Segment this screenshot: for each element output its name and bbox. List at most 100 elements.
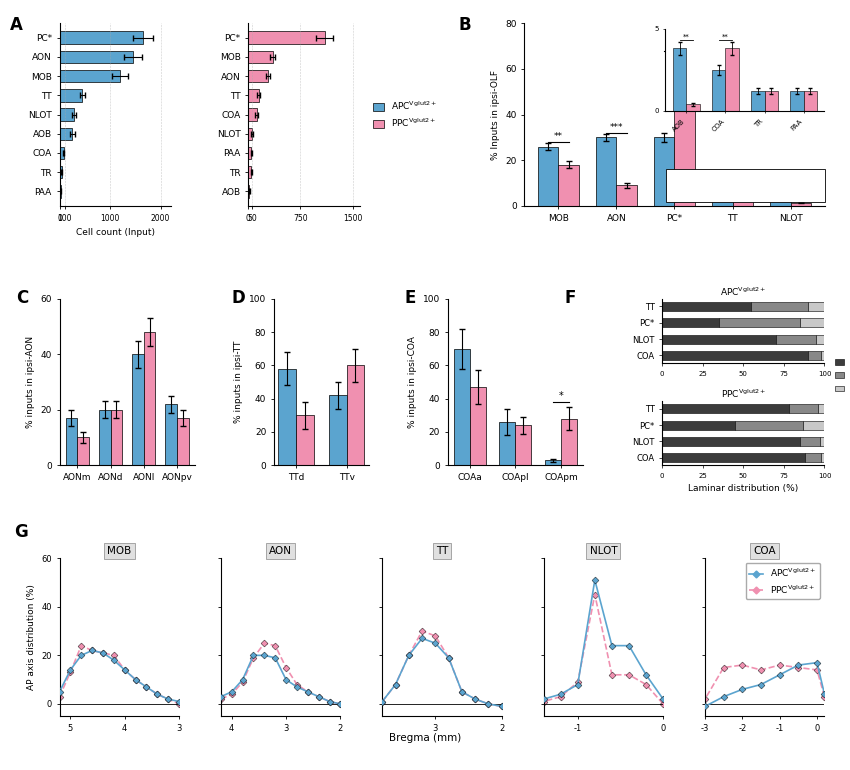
Bar xyxy=(819,437,824,446)
Bar xyxy=(60,51,133,63)
Bar xyxy=(60,70,120,82)
Bar xyxy=(248,89,258,102)
Y-axis label: % Inputs in ipsi-OLF: % Inputs in ipsi-OLF xyxy=(490,69,500,159)
Bar xyxy=(790,203,811,206)
Bar xyxy=(751,302,808,311)
Bar xyxy=(789,404,818,413)
Bar xyxy=(662,404,789,413)
Bar xyxy=(329,395,347,465)
Text: C: C xyxy=(16,289,28,307)
Bar xyxy=(616,186,637,206)
Text: **: ** xyxy=(554,132,563,141)
Legend: APC$^{\mathregular{Vglut2+}}$, PPC$^{\mathregular{Vglut2+}}$: APC$^{\mathregular{Vglut2+}}$, PPC$^{\ma… xyxy=(745,563,820,599)
Bar xyxy=(675,58,694,206)
Bar xyxy=(654,137,675,206)
Bar xyxy=(65,418,77,465)
Bar xyxy=(816,335,824,343)
Text: Bregma (mm): Bregma (mm) xyxy=(388,733,461,743)
Bar xyxy=(248,147,251,159)
Bar xyxy=(596,137,616,206)
Bar xyxy=(248,32,325,44)
Bar xyxy=(776,335,816,343)
Bar xyxy=(800,437,819,446)
Bar xyxy=(248,51,273,63)
Bar xyxy=(278,369,296,465)
Bar xyxy=(712,188,733,206)
Text: ***: *** xyxy=(668,40,681,49)
Bar xyxy=(805,454,821,462)
Text: *: * xyxy=(788,184,793,193)
Bar xyxy=(296,415,314,465)
Title: COA: COA xyxy=(753,546,776,556)
Bar xyxy=(177,418,189,465)
Y-axis label: % inputs in ipsi-COA: % inputs in ipsi-COA xyxy=(408,336,417,428)
Title: MOB: MOB xyxy=(107,546,132,556)
Bar xyxy=(558,165,579,206)
Bar xyxy=(808,351,821,360)
Legend: APC$^{\mathregular{Vglut2+}}$, PPC$^{\mathregular{Vglut2+}}$: APC$^{\mathregular{Vglut2+}}$, PPC$^{\ma… xyxy=(370,96,441,132)
Bar xyxy=(800,318,824,327)
Bar xyxy=(60,147,64,159)
Title: NLOT: NLOT xyxy=(590,546,617,556)
Bar xyxy=(347,366,365,465)
Bar xyxy=(545,460,561,465)
Bar xyxy=(821,454,824,462)
Bar xyxy=(60,32,143,44)
Text: E: E xyxy=(405,289,416,307)
Bar xyxy=(60,166,61,179)
Bar xyxy=(110,410,122,465)
Text: G: G xyxy=(14,524,28,541)
Bar xyxy=(662,420,735,430)
Bar xyxy=(248,166,251,179)
Bar xyxy=(808,302,824,311)
Bar xyxy=(515,425,531,465)
Bar xyxy=(733,198,753,206)
X-axis label: Laminar distribution (%): Laminar distribution (%) xyxy=(688,484,798,494)
Bar xyxy=(248,109,257,121)
FancyBboxPatch shape xyxy=(666,169,824,203)
X-axis label: Cell count (Input): Cell count (Input) xyxy=(76,228,155,237)
Legend: L1, L2, L3: L1, L2, L3 xyxy=(832,355,850,397)
Bar xyxy=(538,146,558,206)
Text: ***: *** xyxy=(609,122,623,132)
Title: TT: TT xyxy=(436,546,448,556)
Bar xyxy=(248,70,268,82)
Text: *: * xyxy=(558,391,564,401)
Bar xyxy=(662,437,800,446)
Bar xyxy=(60,109,74,121)
Bar xyxy=(77,437,89,465)
Y-axis label: % inputs in ipsi-TT: % inputs in ipsi-TT xyxy=(235,341,243,424)
Bar xyxy=(500,422,515,465)
Text: A: A xyxy=(9,15,22,34)
Title: APC$^{\mathregular{Vglut2+}}$: APC$^{\mathregular{Vglut2+}}$ xyxy=(720,286,767,298)
Bar xyxy=(166,404,177,465)
Y-axis label: AP axis distribution (%): AP axis distribution (%) xyxy=(26,584,36,690)
Bar xyxy=(821,351,824,360)
Bar xyxy=(248,128,252,140)
Bar xyxy=(132,354,144,465)
Bar xyxy=(144,332,156,465)
Text: D: D xyxy=(231,289,245,307)
Text: **: ** xyxy=(728,173,737,182)
Bar xyxy=(662,318,719,327)
Bar xyxy=(662,351,808,360)
Bar xyxy=(454,349,470,465)
Title: AON: AON xyxy=(269,546,292,556)
Y-axis label: % inputs in ipsi-AON: % inputs in ipsi-AON xyxy=(26,336,35,428)
Bar xyxy=(470,387,486,465)
Bar xyxy=(735,420,803,430)
Bar xyxy=(719,318,800,327)
Bar xyxy=(60,128,72,140)
Text: F: F xyxy=(564,290,576,307)
Bar xyxy=(770,198,790,206)
Bar xyxy=(561,419,577,465)
Bar xyxy=(803,420,824,430)
Bar xyxy=(662,302,751,311)
Text: B: B xyxy=(458,15,471,34)
Bar xyxy=(818,404,824,413)
Title: PPC$^{\mathregular{Vglut2+}}$: PPC$^{\mathregular{Vglut2+}}$ xyxy=(721,388,766,400)
Bar xyxy=(248,185,249,198)
Bar xyxy=(662,454,805,462)
Bar xyxy=(99,410,110,465)
Bar xyxy=(662,335,776,343)
